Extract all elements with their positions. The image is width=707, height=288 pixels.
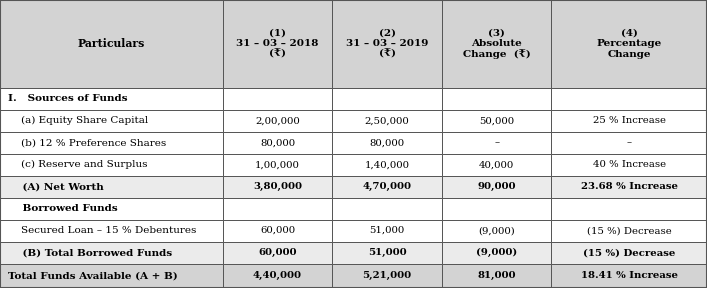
Bar [551, 0, 707, 88]
Bar [0, 176, 223, 198]
Bar [223, 220, 332, 242]
Text: I.   Sources of Funds: I. Sources of Funds [8, 94, 128, 103]
Bar [551, 110, 707, 132]
Bar [332, 0, 442, 88]
Bar [223, 88, 332, 110]
Text: 80,000: 80,000 [260, 138, 295, 147]
Text: Secured Loan – 15 % Debentures: Secured Loan – 15 % Debentures [8, 226, 197, 235]
Text: (1)
31 – 03 – 2018
(₹): (1) 31 – 03 – 2018 (₹) [236, 29, 319, 59]
Bar [223, 198, 332, 220]
Bar [223, 110, 332, 132]
Bar [332, 154, 442, 176]
Text: 80,000: 80,000 [370, 138, 404, 147]
Text: 2,00,000: 2,00,000 [255, 116, 300, 125]
Text: 51,000: 51,000 [368, 248, 407, 257]
Bar [442, 154, 551, 176]
Text: (b) 12 % Preference Shares: (b) 12 % Preference Shares [8, 138, 167, 147]
Bar [551, 220, 707, 242]
Bar [551, 198, 707, 220]
Text: Borrowed Funds: Borrowed Funds [8, 204, 118, 213]
Text: Particulars: Particulars [78, 38, 145, 50]
Bar [442, 198, 551, 220]
Text: (2)
31 – 03 – 2019
(₹): (2) 31 – 03 – 2019 (₹) [346, 29, 428, 59]
Bar [223, 264, 332, 288]
Bar [0, 220, 223, 242]
Text: 1,40,000: 1,40,000 [365, 160, 409, 169]
Text: 90,000: 90,000 [477, 182, 516, 191]
Bar [442, 132, 551, 154]
Text: 4,40,000: 4,40,000 [253, 271, 302, 280]
Bar [0, 198, 223, 220]
Text: (9,000): (9,000) [479, 226, 515, 235]
Bar [442, 220, 551, 242]
Bar [332, 176, 442, 198]
Bar [551, 88, 707, 110]
Bar [223, 132, 332, 154]
Text: 60,000: 60,000 [258, 248, 297, 257]
Text: (15 %) Decrease: (15 %) Decrease [587, 226, 672, 235]
Text: (B) Total Borrowed Funds: (B) Total Borrowed Funds [8, 248, 173, 257]
Text: (c) Reserve and Surplus: (c) Reserve and Surplus [8, 160, 148, 169]
Bar [332, 110, 442, 132]
Text: –: – [494, 138, 499, 147]
Text: 18.41 % Increase: 18.41 % Increase [580, 271, 678, 280]
Bar [551, 132, 707, 154]
Bar [442, 88, 551, 110]
Bar [332, 220, 442, 242]
Bar [223, 0, 332, 88]
Bar [332, 88, 442, 110]
Text: 81,000: 81,000 [477, 271, 516, 280]
Bar [332, 242, 442, 264]
Text: Total Funds Available (A + B): Total Funds Available (A + B) [8, 271, 178, 280]
Text: 4,70,000: 4,70,000 [363, 182, 411, 191]
Text: 60,000: 60,000 [260, 226, 295, 235]
Bar [0, 154, 223, 176]
Bar [0, 0, 223, 88]
Text: (4)
Percentage
Change: (4) Percentage Change [597, 29, 662, 59]
Bar [442, 264, 551, 288]
Text: (9,000): (9,000) [476, 248, 518, 257]
Text: 1,00,000: 1,00,000 [255, 160, 300, 169]
Text: (A) Net Worth: (A) Net Worth [8, 182, 104, 191]
Bar [223, 176, 332, 198]
Text: 25 % Increase: 25 % Increase [592, 116, 666, 125]
Text: 40,000: 40,000 [479, 160, 514, 169]
Bar [332, 198, 442, 220]
Bar [442, 0, 551, 88]
Text: 50,000: 50,000 [479, 116, 514, 125]
Bar [551, 242, 707, 264]
Text: (15 %) Decrease: (15 %) Decrease [583, 248, 675, 257]
Text: 23.68 % Increase: 23.68 % Increase [580, 182, 678, 191]
Bar [551, 264, 707, 288]
Text: 40 % Increase: 40 % Increase [592, 160, 666, 169]
Bar [442, 110, 551, 132]
Bar [442, 242, 551, 264]
Bar [0, 242, 223, 264]
Bar [332, 264, 442, 288]
Text: 2,50,000: 2,50,000 [365, 116, 409, 125]
Text: 3,80,000: 3,80,000 [253, 182, 302, 191]
Bar [0, 110, 223, 132]
Bar [551, 176, 707, 198]
Bar [0, 88, 223, 110]
Bar [0, 132, 223, 154]
Bar [223, 154, 332, 176]
Text: 5,21,000: 5,21,000 [363, 271, 411, 280]
Bar [332, 132, 442, 154]
Bar [551, 154, 707, 176]
Bar [223, 242, 332, 264]
Bar [0, 264, 223, 288]
Text: (3)
Absolute
Change  (₹): (3) Absolute Change (₹) [463, 29, 530, 59]
Text: (a) Equity Share Capital: (a) Equity Share Capital [8, 116, 148, 125]
Text: 51,000: 51,000 [370, 226, 404, 235]
Text: –: – [626, 138, 632, 147]
Bar [442, 176, 551, 198]
